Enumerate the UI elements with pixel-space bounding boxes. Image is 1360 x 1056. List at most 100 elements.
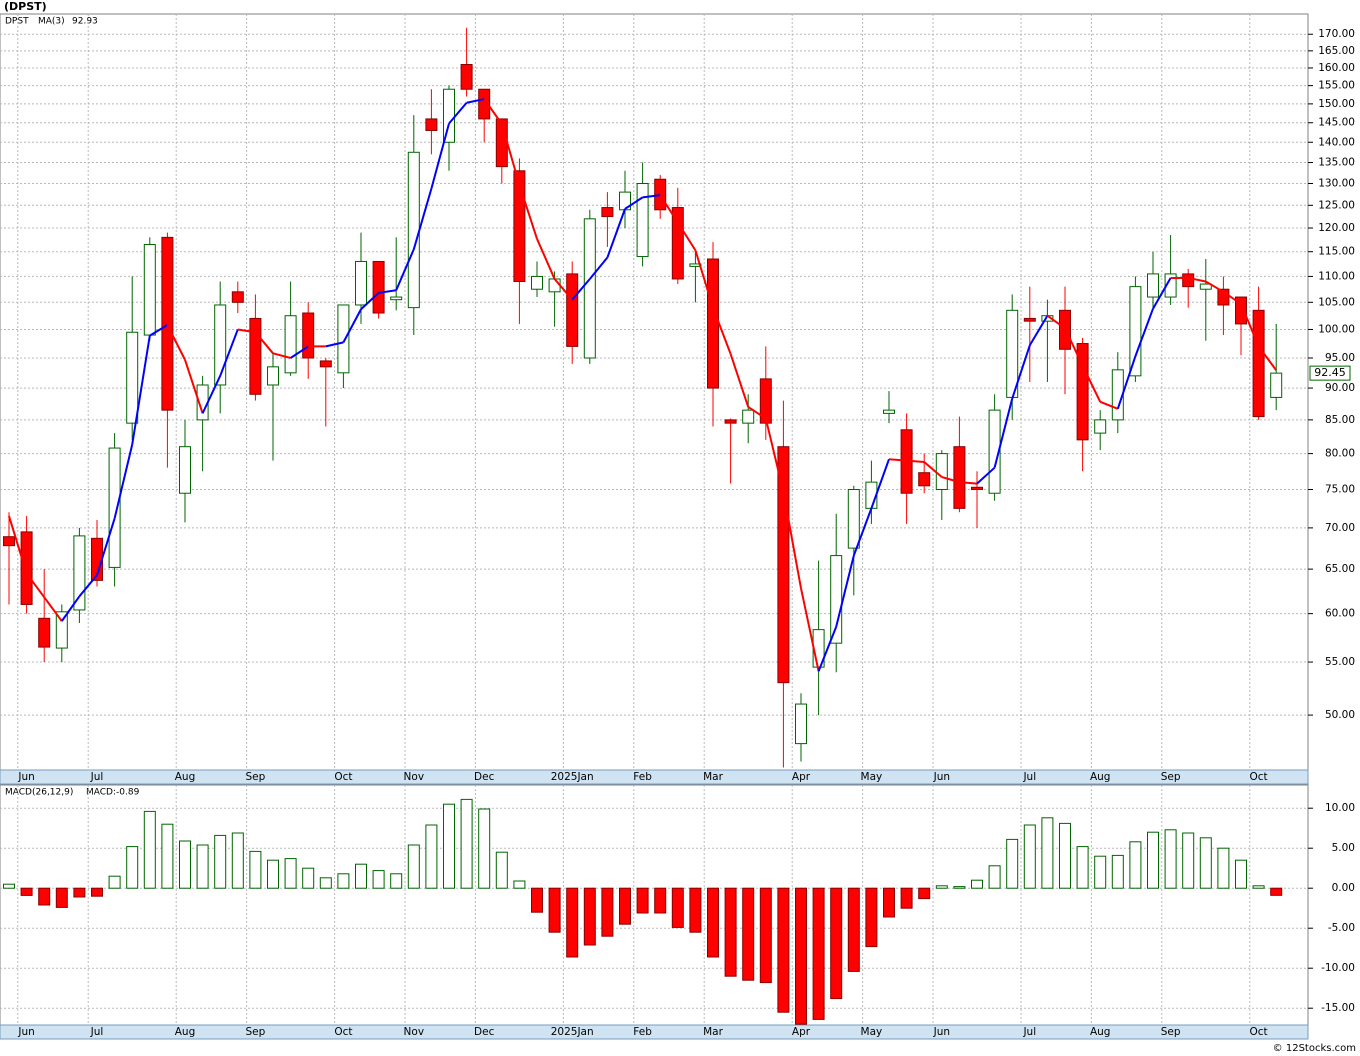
last-price-box	[1309, 365, 1351, 381]
candle-body	[284, 315, 297, 374]
y-tick-label: 75.00	[1325, 484, 1355, 496]
macd-bar	[1041, 817, 1054, 889]
macd-bar	[1270, 887, 1283, 896]
ma-segment	[993, 398, 1014, 468]
macd-bar	[319, 877, 332, 889]
y-tick-label: 100.00	[1318, 323, 1355, 335]
ma-segment	[642, 194, 661, 199]
macd-bar	[214, 834, 227, 889]
macd-bar	[302, 867, 315, 889]
macd-bar	[777, 887, 790, 1013]
ma-segment	[430, 123, 450, 189]
macd-bar	[583, 887, 596, 946]
candle-body	[126, 331, 139, 424]
macd-bar	[935, 885, 948, 889]
y-tick-label: 80.00	[1325, 448, 1355, 460]
candle-body	[795, 703, 807, 745]
candle-body	[1252, 309, 1265, 418]
x-tick-label: Oct	[334, 1026, 352, 1038]
candle-body	[249, 317, 262, 395]
ma-segment	[219, 329, 239, 377]
x-tick-label: Nov	[404, 1026, 425, 1038]
ma-segment	[659, 194, 679, 224]
macd-bar	[337, 873, 350, 889]
copyright: © 12Stocks.com	[1273, 1043, 1356, 1054]
ma-segment	[553, 278, 573, 301]
macd-bar	[1006, 838, 1019, 889]
macd-bar	[1111, 854, 1124, 889]
macd-bar	[601, 887, 614, 937]
y-tick-label: 90.00	[1325, 382, 1355, 394]
candle-body	[566, 273, 579, 347]
y-tick-label: 150.00	[1318, 98, 1355, 110]
macd-bar	[1094, 855, 1107, 889]
candle-body	[214, 304, 227, 386]
macd-bar	[231, 832, 244, 889]
y-tick-label: 0.00	[1332, 882, 1355, 894]
x-tick-label: Jun	[933, 1026, 950, 1038]
candle-body	[1235, 296, 1247, 325]
x-tick-label: 2025Jan	[551, 771, 594, 783]
ma-segment	[1099, 400, 1119, 410]
macd-bar	[372, 870, 385, 889]
x-tick-label: Sep	[1161, 1026, 1181, 1038]
ma-segment	[1222, 290, 1242, 305]
ma-segment	[782, 491, 802, 589]
macd-bar	[689, 887, 702, 933]
macd-bar	[1252, 885, 1265, 889]
x-tick-label: Jun	[17, 771, 34, 783]
ma-segment	[254, 331, 274, 354]
candle-body	[407, 151, 420, 309]
ma-segment	[272, 352, 291, 359]
x-tick-label: Jun	[933, 771, 950, 783]
candle-body	[1147, 273, 1159, 298]
candle-body	[513, 170, 526, 283]
macd-bar	[1147, 831, 1159, 889]
macd-bar	[548, 887, 561, 933]
macd-bar	[988, 865, 1001, 889]
ma-segment	[536, 238, 556, 280]
legend-macd-name: MACD(26,12,9)	[5, 788, 73, 798]
y-tick-label: -5.00	[1328, 922, 1355, 934]
candle-body	[1076, 343, 1089, 441]
macd-bar	[3, 883, 15, 889]
candle-body	[1182, 273, 1195, 288]
macd-bar	[20, 887, 33, 896]
ma-segment	[1188, 276, 1206, 283]
ma-segment	[360, 292, 380, 310]
ma-segment	[764, 418, 785, 492]
ma-segment	[835, 555, 855, 628]
x-tick-label: Aug	[175, 1026, 196, 1038]
candle-body	[179, 446, 191, 494]
x-tick-label: Sep	[1161, 771, 1181, 783]
ma-segment	[1240, 303, 1260, 347]
x-tick-label: Oct	[1250, 771, 1268, 783]
macd-bar	[55, 887, 68, 908]
ma-segment	[201, 375, 222, 414]
ma-segment	[466, 98, 485, 104]
x-tick-label: Apr	[792, 771, 811, 783]
macd-bar	[1217, 847, 1230, 889]
ma-segment	[589, 256, 609, 280]
y-tick-label: 130.00	[1318, 177, 1355, 189]
macd-bar	[619, 887, 631, 925]
x-tick-label: Jul	[90, 771, 104, 783]
ma-segment	[1116, 355, 1137, 410]
ma-segment	[500, 123, 521, 186]
candle-body	[143, 243, 156, 336]
ma-segment	[959, 481, 978, 485]
y-tick-label: 120.00	[1318, 222, 1355, 234]
candle-body	[231, 291, 244, 303]
y-tick-label: 140.00	[1318, 136, 1355, 148]
candle-body	[548, 278, 561, 293]
macd-bar	[284, 858, 297, 889]
candle-body	[1164, 273, 1177, 298]
ma-segment	[624, 196, 644, 210]
candle-body	[935, 453, 948, 491]
x-tick-label: Dec	[474, 1026, 495, 1038]
candle-body	[1217, 288, 1230, 306]
macd-bar	[267, 859, 279, 889]
x-tick-label: Oct	[334, 771, 352, 783]
macd-bar	[425, 824, 438, 889]
